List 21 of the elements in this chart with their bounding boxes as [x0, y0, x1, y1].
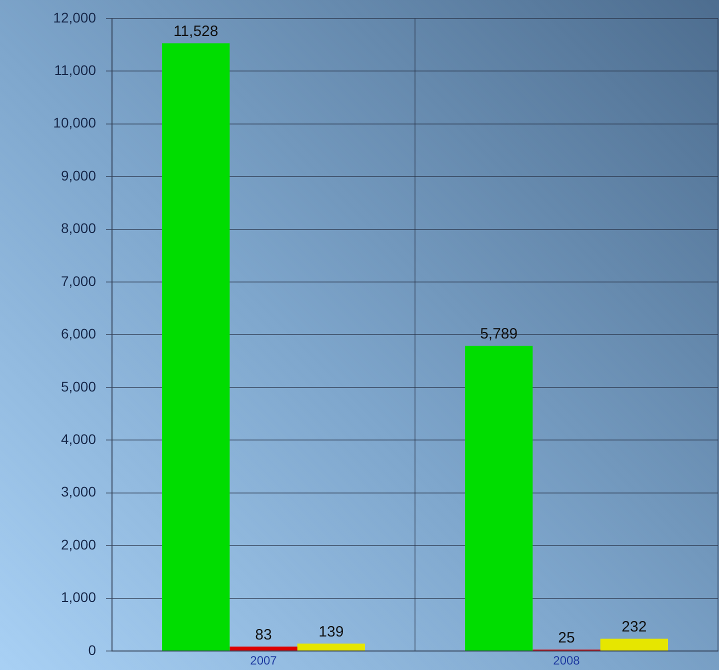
y-tick-label: 7,000 [60, 272, 96, 289]
data-label: 139 [318, 623, 344, 640]
data-label: 25 [558, 629, 575, 646]
y-tick-label: 11,000 [54, 62, 96, 78]
data-label: 11,528 [173, 22, 218, 40]
y-tick-label: 2,000 [60, 536, 96, 552]
y-tick-label: 6,000 [60, 326, 96, 342]
y-tick-label: 10,000 [53, 114, 96, 131]
y-tick-label: 8,000 [60, 220, 96, 236]
y-tick-label: 0 [88, 642, 96, 658]
y-tick-label: 9,000 [60, 167, 96, 184]
x-tick-label: 2008 [553, 654, 580, 668]
data-label: 83 [255, 626, 272, 644]
y-tick-label: 5,000 [60, 378, 96, 394]
y-tick-label: 12,000 [53, 9, 96, 26]
y-tick-label: 4,000 [60, 430, 96, 447]
y-tick-label: 3,000 [60, 484, 96, 500]
y-tick-label: 1,000 [60, 589, 96, 606]
x-tick-label: 2007 [250, 654, 278, 668]
data-label: 232 [622, 618, 647, 636]
data-label: 5,789 [480, 325, 518, 342]
